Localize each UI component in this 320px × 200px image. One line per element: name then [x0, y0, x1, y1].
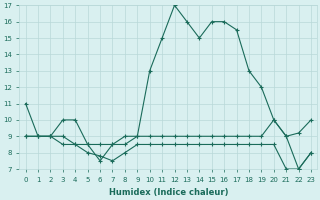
X-axis label: Humidex (Indice chaleur): Humidex (Indice chaleur) — [108, 188, 228, 197]
